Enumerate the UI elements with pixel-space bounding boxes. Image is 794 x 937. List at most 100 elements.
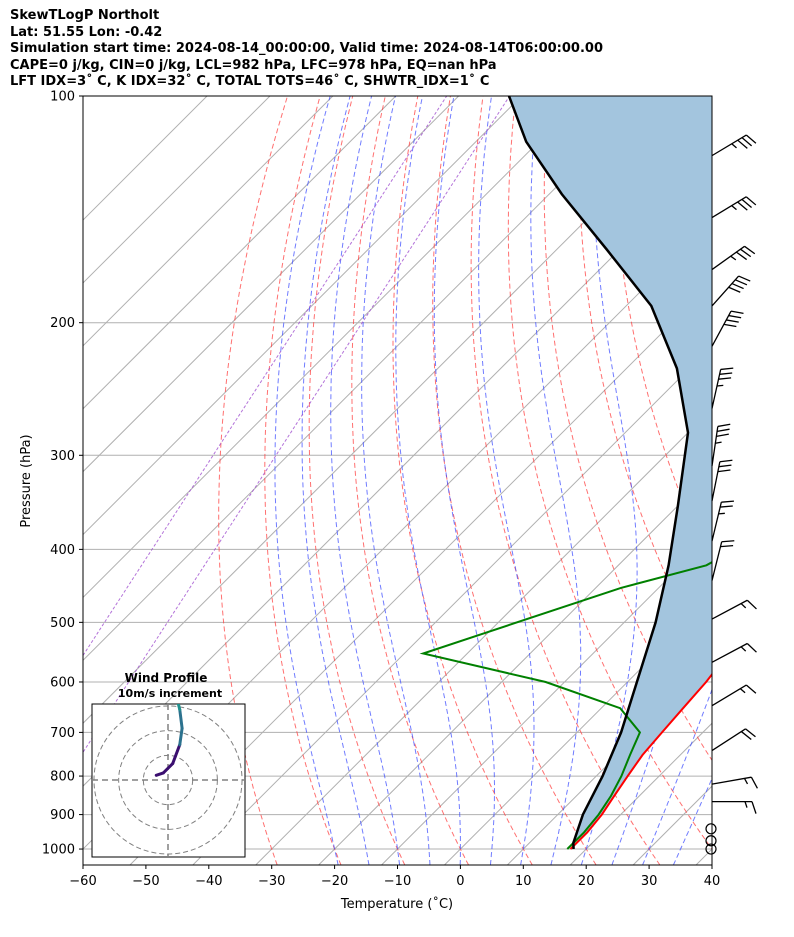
isotherm-gridline	[759, 96, 794, 865]
wind-barb-flag	[741, 198, 752, 209]
isotherm-gridline	[83, 96, 459, 473]
wind-barb-staff	[711, 275, 740, 307]
wind-barb-half-flag	[739, 688, 746, 694]
mixing-ratio-line	[83, 96, 511, 754]
y-tick-label: 400	[50, 543, 75, 558]
hodograph-trace	[178, 708, 184, 730]
x-tick-label: −50	[132, 874, 159, 889]
cape-indices-label: CAPE=0 j/kg, CIN=0 j/kg, LCL=982 hPa, LF…	[10, 57, 497, 73]
isotherm-gridline	[192, 345, 712, 865]
wind-barb-flag	[738, 275, 751, 282]
wind-barb-half-flag	[718, 512, 725, 515]
mixing-ratio-line	[83, 96, 448, 657]
wind-barb-flag	[718, 464, 732, 468]
wind-barb-staff	[711, 642, 748, 663]
wind-barb-flag	[745, 728, 756, 738]
isotherm-gridline	[255, 408, 712, 865]
dry-adiabat	[776, 96, 794, 865]
y-tick-label: 600	[50, 675, 75, 690]
wind-barb-flag	[728, 314, 742, 319]
y-tick-label: 700	[50, 726, 75, 741]
hodograph-trace	[171, 743, 182, 766]
wind-barbs	[705, 134, 758, 855]
hodograph-trace	[156, 655, 163, 662]
isotherm-gridline	[83, 96, 397, 410]
wind-barb	[711, 776, 758, 789]
wind-barb-flag	[720, 505, 733, 508]
wind-barb-staff	[711, 461, 721, 502]
wind-barb-flag	[745, 196, 757, 206]
wind-barb-flag	[730, 310, 744, 314]
isotherm-gridline	[444, 596, 712, 865]
y-tick-label: 800	[50, 770, 75, 785]
y-tick-label: 1000	[42, 843, 75, 858]
wind-barb	[711, 310, 744, 347]
hodograph-inset: Wind Profile 10m/s increment	[91, 655, 246, 858]
wind-barb-half-flag	[743, 778, 749, 785]
isotherm-gridline	[83, 96, 711, 724]
wind-barb-flag	[737, 201, 748, 211]
wind-barb-half-flag	[716, 384, 724, 387]
hodograph-trace	[161, 762, 175, 775]
wind-barb	[711, 540, 735, 581]
stability-indices-label: LFT IDX=3˚ C, K IDX=32˚ C, TOTAL TOTS=46…	[10, 74, 490, 89]
isotherm-gridline	[83, 96, 271, 284]
wind-barb	[712, 800, 757, 814]
hodograph-title: Wind Profile	[125, 671, 208, 685]
x-tick-label: 30	[641, 874, 658, 889]
wind-barb-half-flag	[740, 646, 747, 652]
hodograph-trace	[163, 663, 168, 668]
y-tick-label: 100	[50, 90, 75, 105]
wind-barb	[711, 196, 757, 219]
wind-barb-staff	[711, 426, 719, 467]
wind-barb-flag	[745, 684, 757, 694]
wind-barb	[711, 684, 757, 707]
time-label: Simulation start time: 2024-08-14_00:00:…	[10, 41, 603, 56]
temperature-profile-line	[569, 672, 712, 850]
wind-barb	[711, 423, 731, 467]
moist-adiabat	[330, 96, 401, 865]
wind-barb-half-flag	[740, 603, 747, 609]
moist-adiabat	[274, 96, 339, 865]
dry-adiabat	[351, 96, 470, 865]
hodograph-subtitle: 10m/s increment	[118, 687, 222, 700]
isotherm-gridline	[83, 96, 522, 536]
wind-barb-flag	[716, 433, 729, 437]
moist-adiabat	[611, 96, 707, 865]
hodograph-trace	[176, 704, 182, 711]
wind-barb-staff	[711, 134, 747, 157]
wind-barb	[711, 642, 757, 663]
isotherm-gridline	[381, 533, 712, 865]
x-tick-label: 20	[578, 874, 595, 889]
wind-barb-flag	[746, 599, 757, 610]
dry-adiabat	[470, 96, 661, 865]
wind-barb-flag	[751, 801, 757, 814]
wind-barb-flag	[750, 776, 758, 789]
wind-barb-flag	[716, 428, 730, 433]
x-axis-label: Temperature (˚C)	[340, 896, 453, 912]
dry-adiabat	[218, 96, 288, 865]
wind-barb-staff	[711, 728, 746, 752]
wind-barb-half-flag	[731, 205, 737, 211]
plot-grid	[83, 96, 794, 865]
moist-adiabat	[301, 96, 370, 865]
wind-barb-staff	[711, 541, 723, 581]
isotherm-gridline	[129, 282, 712, 865]
moist-adiabat	[361, 96, 431, 865]
location-label: Lat: 51.55 Lon: -0.42	[10, 24, 163, 40]
wind-barb-flag	[717, 469, 731, 473]
x-tick-label: −40	[195, 874, 222, 889]
wind-barb-flag	[719, 372, 733, 375]
wind-barb-staff	[711, 196, 747, 219]
wind-barb-flag	[735, 279, 748, 286]
isotherm-gridline	[569, 722, 712, 865]
hodograph-trace	[178, 726, 184, 747]
wind-barb-staff	[711, 245, 745, 271]
wind-barb-staff	[711, 310, 732, 347]
moist-adiabat	[642, 688, 712, 865]
wind-barb-flag	[740, 248, 752, 258]
wind-barb-flag	[731, 282, 744, 290]
chart-title: SkewTLogP Northolt	[10, 8, 160, 23]
y-tick-label: 500	[50, 616, 75, 631]
dry-adiabat	[507, 96, 712, 850]
